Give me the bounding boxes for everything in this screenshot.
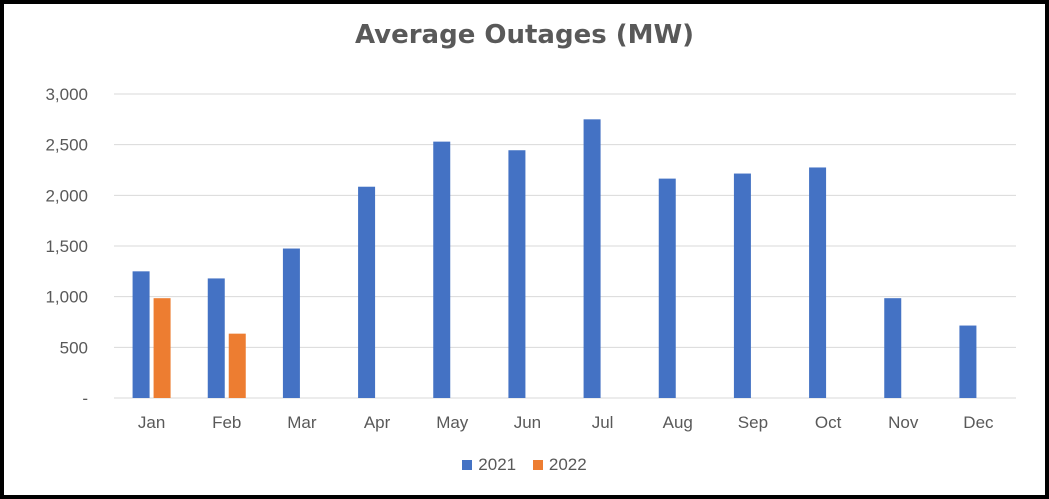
legend-item-2022: 2022 [532,455,587,475]
x-tick-label: May [436,413,469,432]
bar-2021-jul [583,119,601,398]
bar-2021-nov [884,298,902,398]
y-axis-ticks: - 500 1,000 1,500 2,000 2,500 3,000 [45,85,88,408]
bar-2021-feb [207,278,225,398]
x-tick-label: Mar [287,413,317,432]
bar-2021-jan [132,271,150,398]
x-axis-ticks: Jan Feb Mar Apr May Jun Jul Aug Sep Oct Nov Dec [138,413,994,432]
y-tick-label: 2,000 [45,186,88,205]
bars [132,119,977,399]
x-tick-label: Feb [212,413,241,432]
bar-2021-apr [358,186,376,398]
bar-2021-sep [733,173,751,398]
bar-2021-dec [959,325,977,398]
bar-2021-mar [282,248,300,398]
y-tick-label: 2,500 [45,136,88,155]
bar-2021-aug [658,178,676,398]
y-tick-label: 1,500 [45,237,88,256]
y-tick-label: 1,000 [45,288,88,307]
x-tick-label: Jun [514,413,541,432]
y-tick-label: - [82,389,88,408]
legend-label-2022: 2022 [548,455,587,474]
bar-2022-feb [228,333,246,398]
legend: 2021 2022 [0,455,1049,475]
legend-label-2021: 2021 [478,455,517,474]
y-tick-label: 500 [60,338,88,357]
legend-item-2021: 2021 [462,455,516,475]
x-tick-label: Sep [738,413,768,432]
bar-2022-jan [153,298,171,398]
bar-2021-oct [809,167,827,398]
x-tick-label: Nov [888,413,919,432]
legend-swatch-2022 [532,459,543,470]
gridlines [114,93,1016,399]
bar-2021-may [433,141,451,399]
x-tick-label: Apr [364,413,391,432]
y-tick-label: 3,000 [45,85,88,104]
legend-swatch-2021 [462,459,473,470]
x-tick-label: Jan [138,413,165,432]
x-tick-label: Dec [963,413,994,432]
bar-2021-jun [508,150,526,398]
chart-title: Average Outages (MW) [354,20,695,50]
x-tick-label: Aug [663,413,693,432]
x-tick-label: Oct [815,413,842,432]
x-tick-label: Jul [592,413,614,432]
